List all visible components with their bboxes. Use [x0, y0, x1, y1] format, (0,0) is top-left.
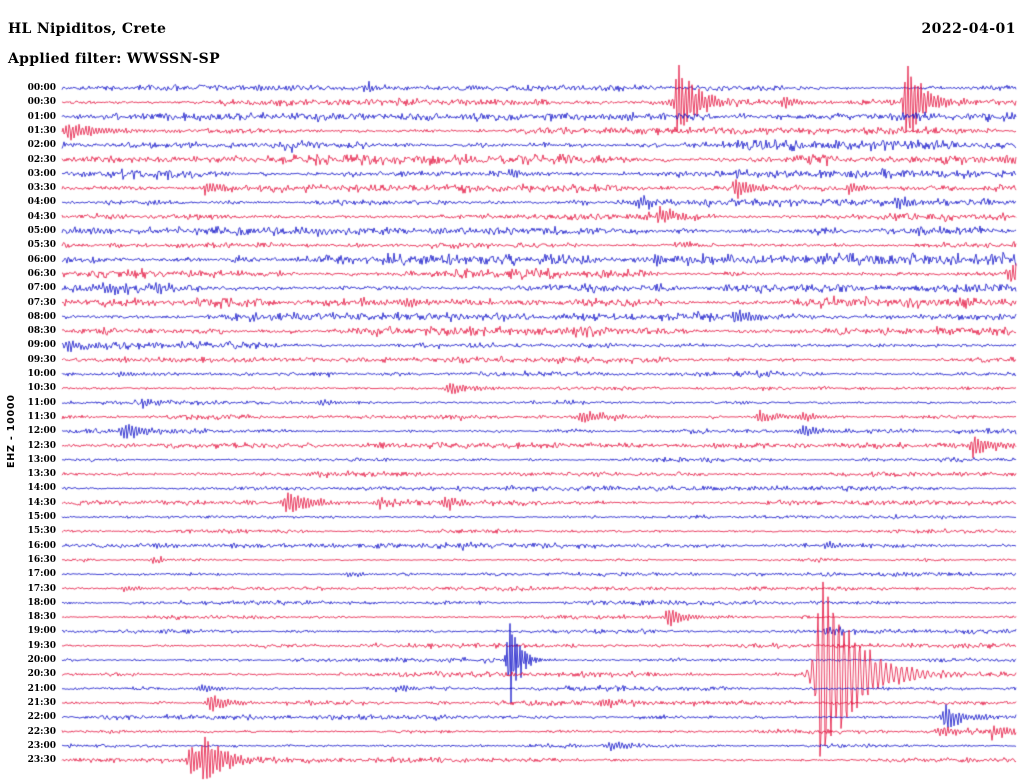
- station-title: HL Nipiditos, Crete: [8, 21, 167, 37]
- time-label: 15:30: [27, 526, 56, 537]
- time-label: 01:00: [27, 111, 56, 122]
- time-label: 14:00: [27, 483, 56, 494]
- time-label: 04:30: [27, 211, 56, 222]
- time-label: 03:30: [27, 183, 56, 194]
- time-label: 02:30: [27, 154, 56, 165]
- time-label: 08:00: [27, 311, 56, 322]
- time-label: 19:00: [27, 626, 56, 637]
- time-label: 10:00: [27, 369, 56, 379]
- time-label: 16:00: [27, 540, 56, 551]
- time-label: 23:00: [27, 740, 56, 751]
- time-label: 01:30: [27, 125, 56, 136]
- time-label: 18:00: [27, 597, 56, 608]
- record-date: 2022-04-01: [921, 21, 1016, 37]
- time-label: 06:30: [27, 268, 56, 279]
- time-label: 00:00: [27, 83, 56, 93]
- time-label: 22:30: [27, 726, 56, 737]
- time-label: 07:30: [27, 297, 56, 308]
- time-label: 18:30: [27, 612, 56, 623]
- time-label: 04:00: [27, 197, 56, 208]
- time-label: 21:30: [27, 697, 56, 708]
- time-label: 17:30: [27, 583, 56, 594]
- applied-filter-label: Applied filter: WWSSN-SP: [8, 51, 220, 67]
- time-label: 21:00: [27, 683, 56, 694]
- time-label: 10:30: [27, 383, 56, 394]
- time-label: 15:00: [27, 512, 56, 522]
- time-label: 17:00: [27, 569, 56, 580]
- time-label: 11:30: [27, 411, 56, 422]
- time-label: 09:30: [27, 354, 56, 365]
- time-label: 02:00: [27, 140, 56, 151]
- time-label: 13:00: [27, 454, 56, 465]
- time-label: 13:30: [27, 469, 56, 480]
- time-label: 06:00: [27, 254, 56, 265]
- time-label: 20:00: [27, 655, 56, 665]
- time-label: 05:00: [27, 226, 56, 236]
- time-label: 23:30: [27, 755, 56, 766]
- time-label: 22:00: [27, 712, 56, 723]
- time-label: 20:30: [27, 669, 56, 680]
- time-label: 11:00: [27, 397, 56, 408]
- time-label: 19:30: [27, 640, 56, 651]
- time-label: 14:30: [27, 497, 56, 508]
- time-label: 16:30: [27, 554, 56, 565]
- time-label: 00:30: [27, 97, 56, 108]
- time-label: 03:00: [27, 168, 56, 179]
- time-label: 07:00: [27, 283, 56, 294]
- time-label: 12:30: [27, 440, 56, 451]
- time-label: 05:30: [27, 240, 56, 251]
- time-label: 08:30: [27, 326, 56, 337]
- time-label: 12:00: [27, 426, 56, 437]
- time-label: 09:00: [27, 340, 56, 351]
